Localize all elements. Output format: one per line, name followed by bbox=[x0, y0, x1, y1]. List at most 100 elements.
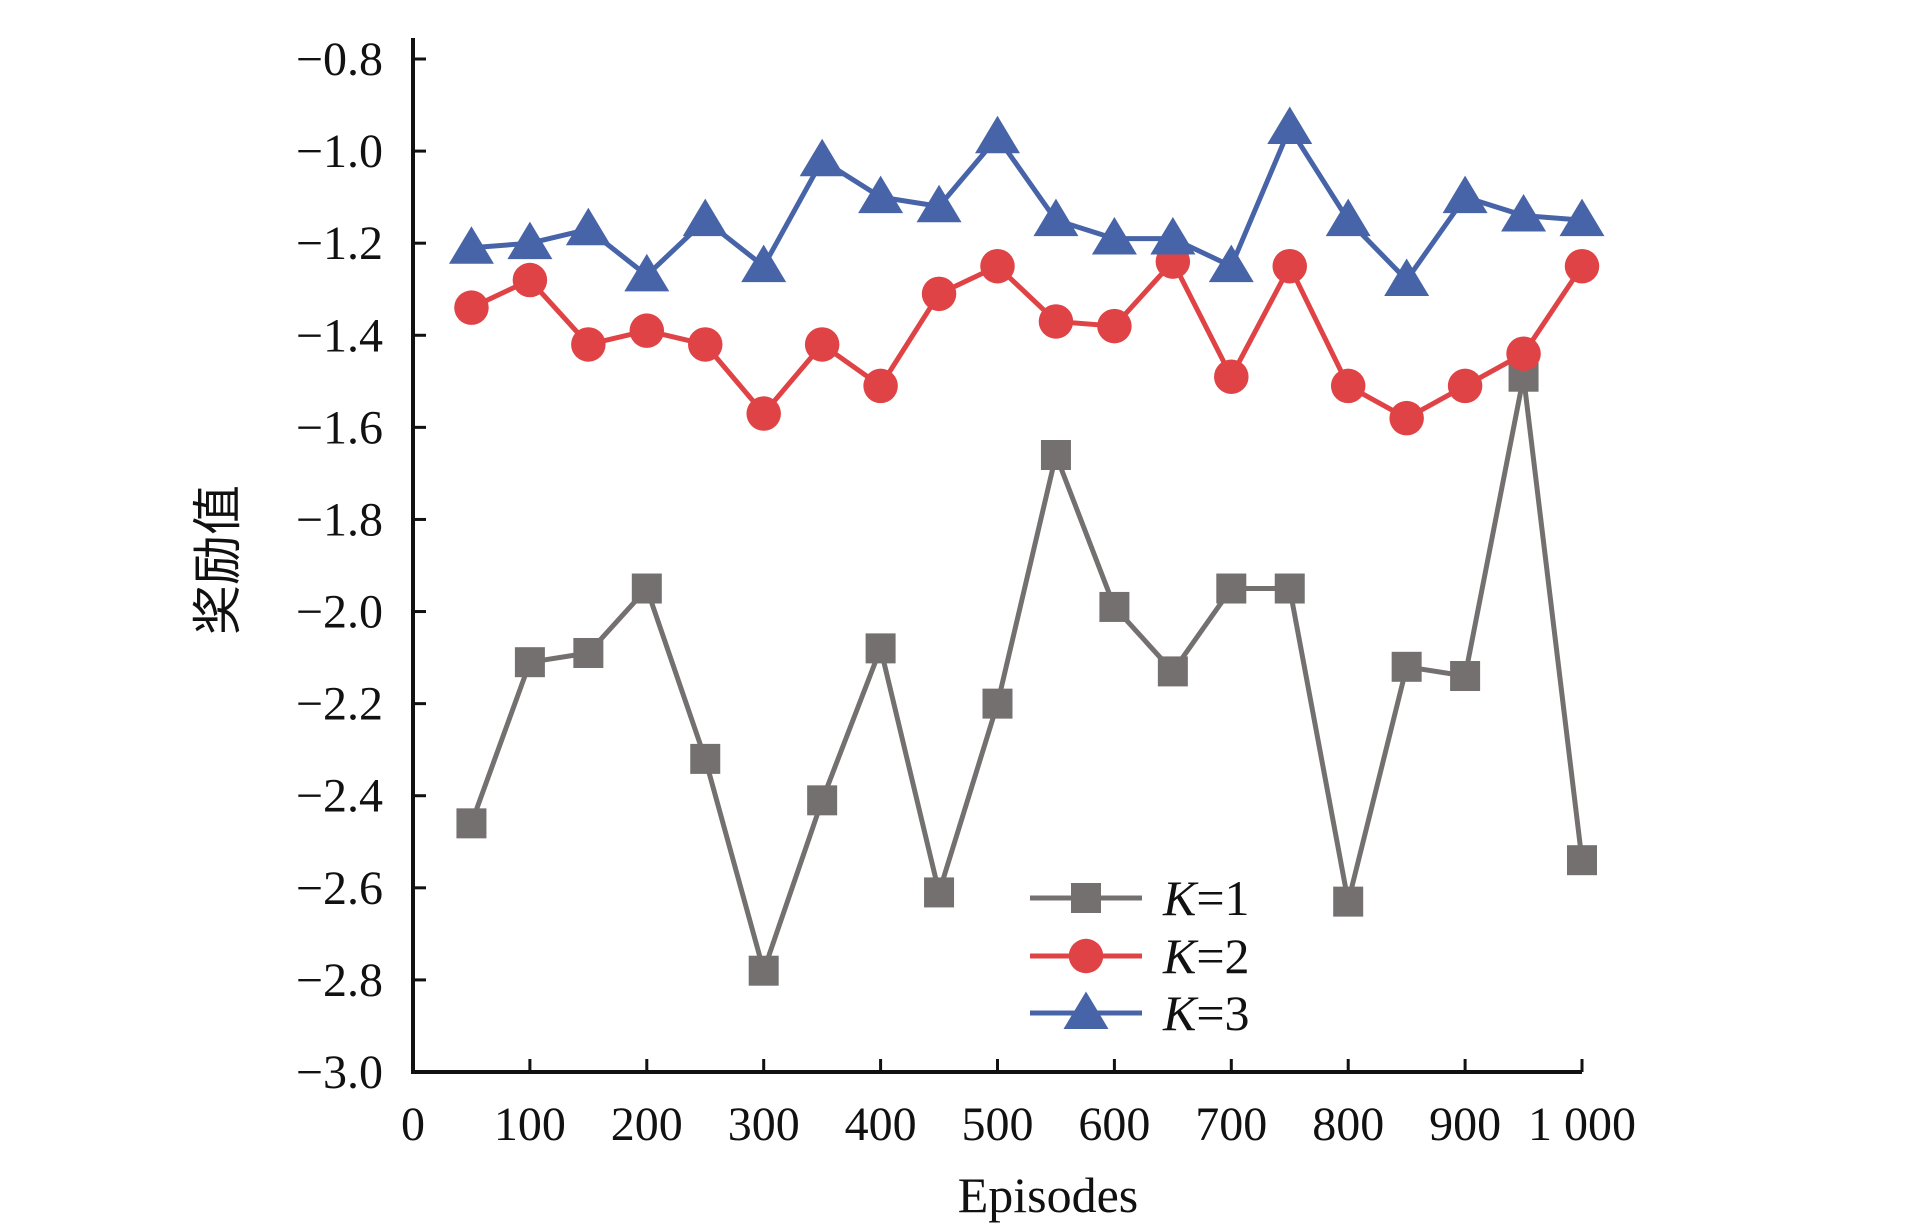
y-tick-label: −2.6 bbox=[296, 862, 383, 915]
data-point bbox=[1274, 573, 1305, 604]
y-tick-label: −2.2 bbox=[296, 678, 383, 731]
legend-label-value: =2 bbox=[1196, 928, 1249, 984]
data-point bbox=[1391, 651, 1422, 682]
y-tick-label: −1.6 bbox=[296, 401, 383, 454]
y-tick-label: −1.8 bbox=[296, 493, 383, 546]
data-point bbox=[629, 313, 665, 348]
legend-marker bbox=[1071, 883, 1101, 913]
data-point bbox=[514, 647, 545, 678]
data-point bbox=[1097, 308, 1132, 344]
series-3 bbox=[448, 106, 1605, 296]
series-2 bbox=[454, 244, 1600, 436]
data-point bbox=[807, 785, 838, 816]
legend-item: K=1 bbox=[1030, 870, 1250, 926]
y-tick-label: −1.0 bbox=[296, 125, 383, 178]
legend-item: K=2 bbox=[1030, 928, 1250, 984]
data-point bbox=[624, 253, 670, 292]
legend-label-variable: K bbox=[1162, 870, 1199, 926]
legend-marker bbox=[1063, 991, 1109, 1029]
data-point bbox=[1333, 886, 1364, 917]
data-point bbox=[1033, 198, 1079, 237]
data-point bbox=[1038, 304, 1074, 339]
y-axis-label: 奖励值 bbox=[190, 485, 246, 635]
data-point bbox=[1208, 244, 1254, 283]
y-tick-label: −3.0 bbox=[296, 1046, 383, 1099]
x-tick-label: 300 bbox=[728, 1098, 800, 1151]
x-tick-label: 700 bbox=[1195, 1098, 1267, 1151]
data-point bbox=[573, 637, 604, 668]
data-point bbox=[1214, 359, 1249, 394]
data-point bbox=[1506, 336, 1541, 371]
y-tick-label: −2.4 bbox=[296, 770, 383, 823]
data-point bbox=[1447, 368, 1483, 404]
y-tick-label: −0.8 bbox=[296, 33, 383, 86]
data-point bbox=[448, 226, 494, 264]
x-tick-label: 800 bbox=[1312, 1098, 1384, 1151]
data-point bbox=[1567, 845, 1597, 876]
data-point bbox=[799, 138, 845, 177]
x-tick-label: 200 bbox=[611, 1098, 683, 1151]
data-point bbox=[1564, 248, 1600, 284]
data-point bbox=[688, 327, 723, 362]
data-point bbox=[1559, 198, 1605, 237]
data-point bbox=[1216, 573, 1247, 604]
data-point bbox=[865, 633, 896, 664]
data-point bbox=[921, 276, 957, 312]
data-point bbox=[924, 877, 955, 908]
data-point bbox=[1091, 217, 1137, 255]
legend-label-variable: K bbox=[1162, 985, 1199, 1041]
legend-label: K=2 bbox=[1162, 928, 1250, 984]
data-point bbox=[804, 327, 840, 362]
data-point bbox=[512, 262, 548, 298]
data-point bbox=[1272, 248, 1307, 284]
data-point bbox=[454, 290, 489, 325]
data-point bbox=[690, 743, 721, 774]
data-point bbox=[980, 248, 1015, 284]
y-tick-label: −1.4 bbox=[296, 309, 383, 362]
data-point bbox=[863, 368, 898, 404]
data-point bbox=[748, 955, 779, 986]
data-point bbox=[507, 221, 553, 260]
data-point bbox=[1040, 439, 1071, 470]
legend-item: K=3 bbox=[1030, 985, 1250, 1041]
data-point bbox=[1501, 193, 1547, 232]
x-tick-label: 100 bbox=[494, 1098, 566, 1151]
legend-label-variable: K bbox=[1162, 928, 1199, 984]
data-point bbox=[1157, 656, 1188, 687]
data-point bbox=[1099, 591, 1130, 622]
x-tick-label: 500 bbox=[962, 1098, 1034, 1151]
y-tick-label: −2.8 bbox=[296, 954, 383, 1007]
data-point bbox=[631, 573, 662, 604]
data-point bbox=[1267, 106, 1313, 145]
data-point bbox=[1389, 400, 1424, 436]
data-point bbox=[982, 688, 1013, 719]
data-point bbox=[682, 198, 728, 237]
data-point bbox=[1325, 198, 1371, 237]
legend-marker bbox=[1068, 938, 1104, 974]
axes bbox=[411, 38, 1582, 1074]
data-point bbox=[916, 184, 962, 223]
y-tick-label: −1.2 bbox=[296, 217, 383, 270]
data-point bbox=[1330, 368, 1366, 404]
data-point bbox=[858, 175, 904, 214]
x-tick-label: 1 000 bbox=[1528, 1098, 1636, 1151]
data-point bbox=[456, 808, 487, 839]
data-point bbox=[746, 396, 781, 431]
y-tick-label: −2.0 bbox=[296, 586, 383, 639]
data-point bbox=[1384, 258, 1430, 296]
x-axis-label: Episodes bbox=[958, 1167, 1139, 1223]
data-point bbox=[571, 327, 606, 362]
data-point bbox=[1442, 175, 1488, 214]
ticks: −3.0 −2.8 −2.6 −2.4 −2.2 −2.0 −1.8 −1.6 −1.4 −1.2… bbox=[296, 33, 1636, 1151]
legend-label: K=1 bbox=[1162, 870, 1250, 926]
data-point bbox=[565, 207, 611, 246]
data-point bbox=[1150, 217, 1196, 255]
data-point bbox=[975, 115, 1020, 154]
series-line bbox=[471, 125, 1583, 283]
series-1 bbox=[456, 361, 1597, 986]
legend-label-value: =1 bbox=[1196, 870, 1249, 926]
x-tick-label: 900 bbox=[1429, 1098, 1501, 1151]
x-tick-label: 400 bbox=[845, 1098, 917, 1151]
data-point bbox=[1450, 661, 1481, 692]
